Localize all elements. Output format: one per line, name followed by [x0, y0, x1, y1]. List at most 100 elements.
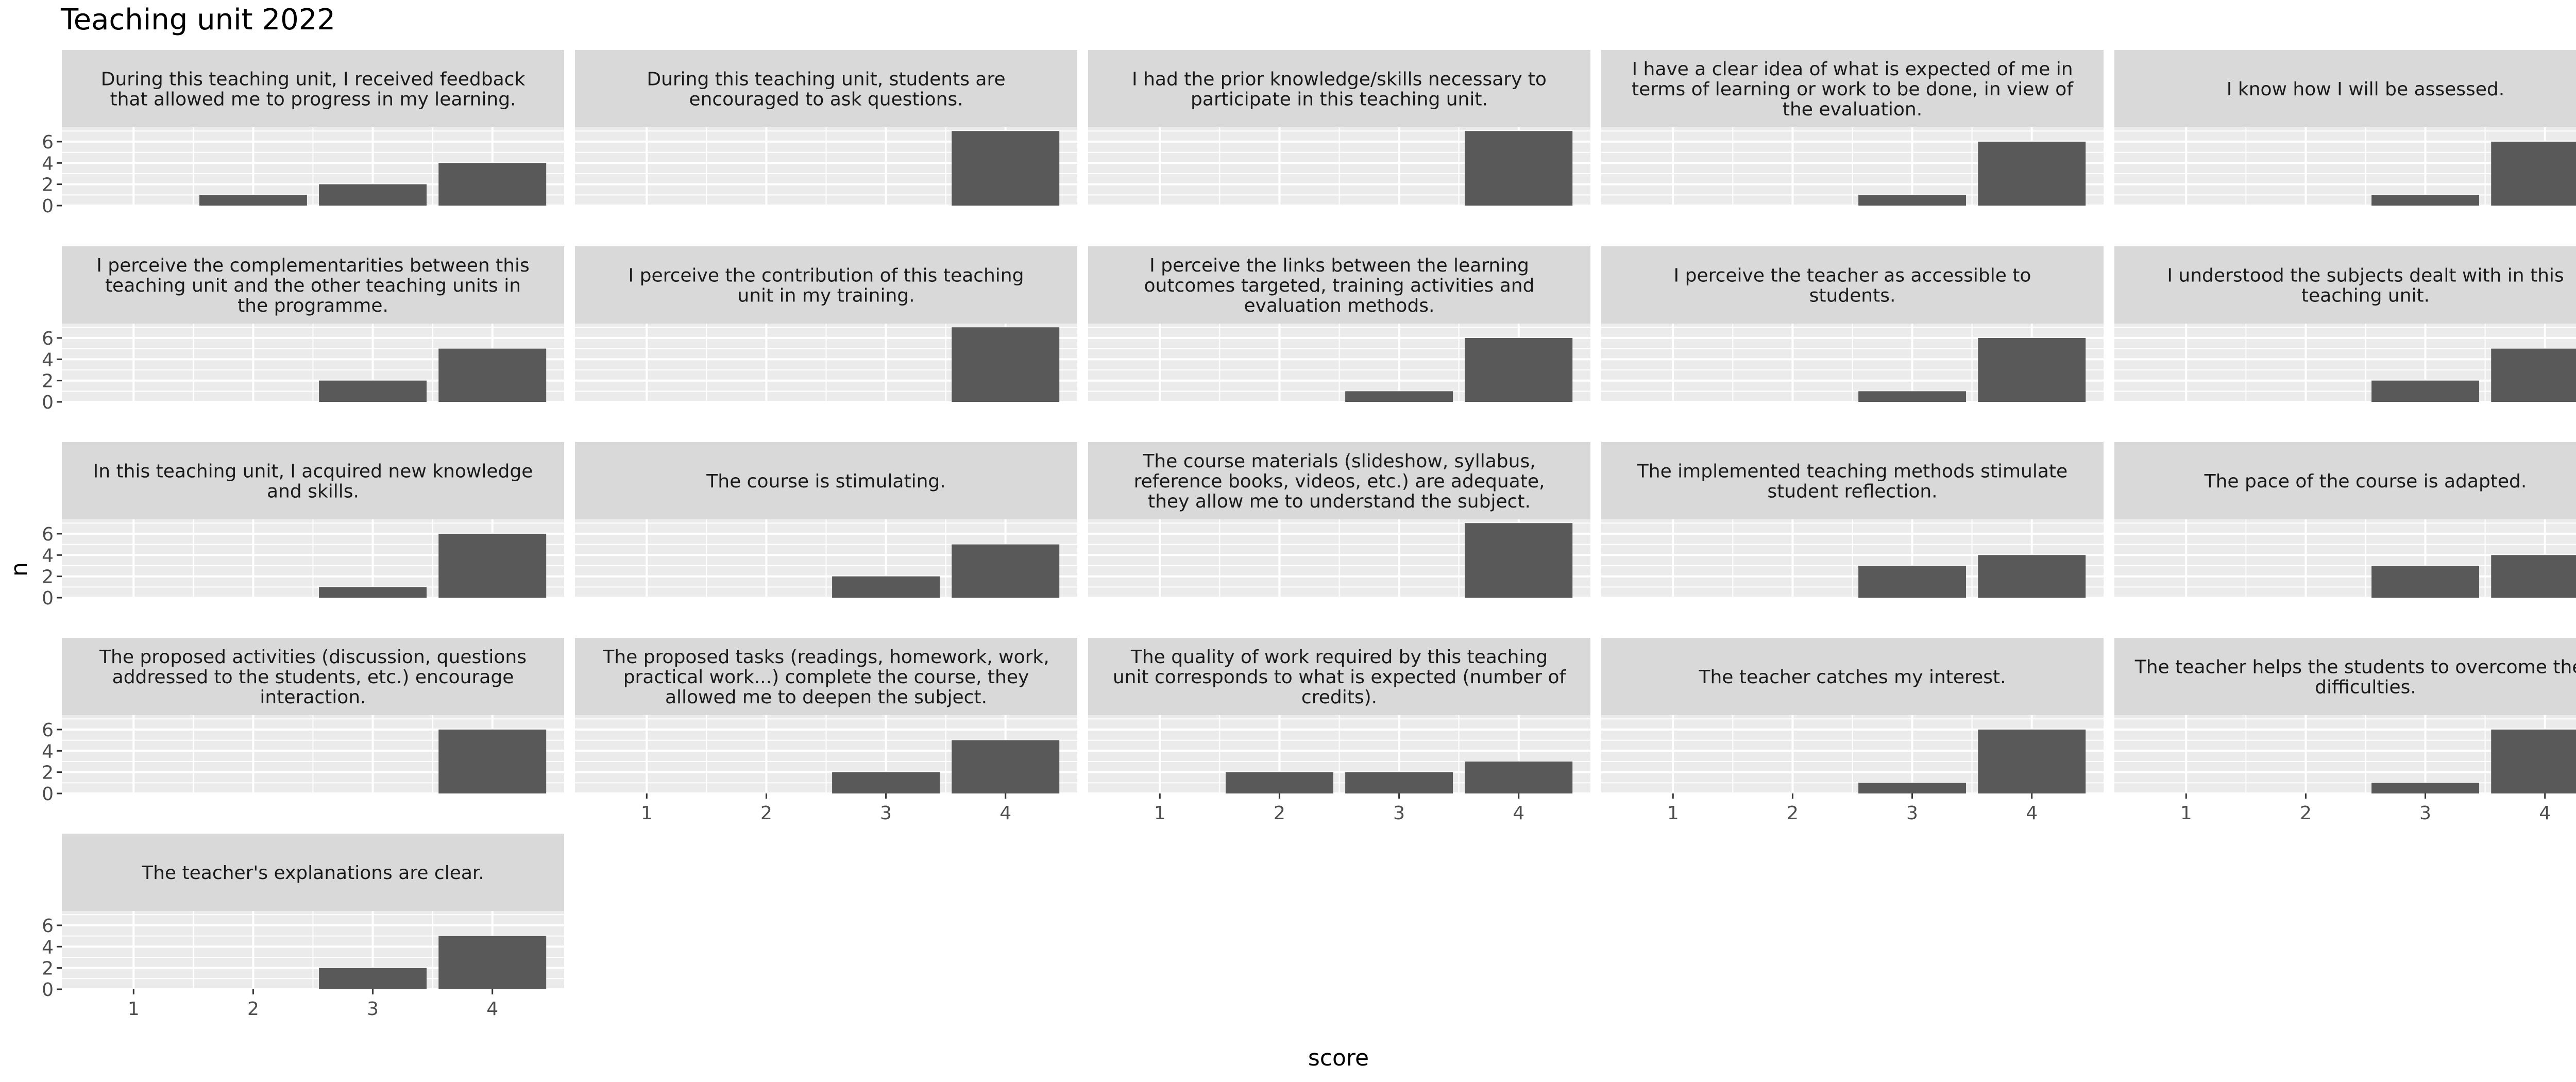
facet-strip — [62, 246, 564, 324]
x-tick-label: 1 — [2180, 803, 2192, 824]
x-tick-label: 3 — [367, 999, 379, 1020]
facet-panel: The course is stimulating. — [575, 442, 1077, 599]
facet-strip — [1601, 50, 2104, 127]
bar — [1345, 772, 1453, 793]
bar — [319, 968, 427, 989]
bar — [1858, 565, 1967, 598]
facet-strip — [575, 638, 1077, 715]
facet-panel: I understood the subjects dealt with in … — [2114, 246, 2576, 403]
facet-strip-title: The course is stimulating. — [706, 471, 945, 492]
x-tick-label: 4 — [1513, 803, 1524, 824]
facet-panel: During this teaching unit, I received fe… — [42, 50, 564, 217]
facet-strip — [62, 834, 564, 911]
facet-panel: The teacher catches my interest. 1 2 3 4 — [1601, 638, 2104, 824]
y-tick-label: 4 — [42, 349, 54, 370]
y-tick-label: 0 — [42, 784, 54, 805]
bar — [438, 348, 547, 402]
facet-strip — [62, 50, 564, 127]
y-tick-label: 4 — [42, 153, 54, 174]
facet-panel: The pace of the course is adapted. — [2114, 442, 2576, 599]
bar — [1225, 772, 1333, 793]
facet-strip — [1088, 50, 1590, 127]
facet-panel: The teacher's explanations are clear.024… — [42, 834, 564, 1020]
x-tick-label: 4 — [2026, 803, 2038, 824]
facet-strip-title: I have a clear idea of what is expected … — [1632, 59, 2074, 120]
y-tick-label: 2 — [42, 958, 54, 979]
x-tick-label: 2 — [1274, 803, 1285, 824]
bar — [2371, 783, 2480, 793]
y-tick-label: 0 — [42, 588, 54, 609]
bar — [1858, 195, 1967, 206]
x-tick-label: 3 — [1393, 803, 1405, 824]
facet-strip-title: The teacher helps the students to overco… — [2134, 657, 2576, 698]
bar — [2371, 380, 2480, 402]
facet-strip-title: The proposed activities (discussion, que… — [99, 647, 527, 708]
bar — [438, 729, 547, 793]
y-tick-label: 6 — [42, 720, 54, 741]
facet-panel: The quality of work required by this tea… — [1088, 638, 1590, 824]
facet-strip — [1088, 638, 1590, 715]
bar — [2491, 348, 2576, 402]
x-tick-label: 1 — [128, 999, 140, 1020]
bar — [1858, 391, 1967, 402]
facet-strip-title: The quality of work required by this tea… — [1113, 647, 1567, 708]
facet-strip — [1088, 442, 1590, 519]
y-tick-label: 2 — [42, 371, 54, 392]
bar — [2491, 141, 2576, 206]
x-tick-label: 1 — [641, 803, 653, 824]
facet-strip-title: I perceive the contribution of this teac… — [629, 265, 1024, 307]
facet-strip-title: The implemented teaching methods stimula… — [1637, 461, 2067, 502]
bar — [1345, 391, 1453, 402]
facet-strip-title: The course materials (slideshow, syllabu… — [1134, 451, 1545, 512]
facet-strip-title: During this teaching unit, I received fe… — [101, 69, 526, 110]
bar — [952, 740, 1060, 793]
facet-strip-title: I perceive the teacher as accessible to s… — [1674, 265, 2031, 307]
x-tick-label: 2 — [247, 999, 259, 1020]
y-tick-label: 6 — [42, 132, 54, 153]
bar — [2491, 555, 2576, 598]
facet-strip-title: The teacher catches my interest. — [1698, 667, 2006, 688]
facet-panel: The implemented teaching methods stimula… — [1601, 442, 2104, 599]
bar — [952, 544, 1060, 598]
y-tick-label: 6 — [42, 328, 54, 349]
bar — [438, 936, 547, 989]
x-tick-label: 4 — [486, 999, 498, 1020]
x-tick-label: 3 — [1906, 803, 1918, 824]
facet-panel: I perceive the contribution of this teac… — [575, 246, 1077, 403]
bar — [1978, 141, 2086, 206]
y-tick-label: 0 — [42, 979, 54, 1001]
x-tick-label: 2 — [2300, 803, 2312, 824]
bar — [438, 163, 547, 206]
y-tick-label: 4 — [42, 937, 54, 958]
bar — [1465, 523, 1573, 598]
facet-panel: The proposed activities (discussion, que… — [42, 638, 564, 805]
facet-strip — [2114, 442, 2576, 519]
facet-strip-title: I had the prior knowledge/skills necessa… — [1132, 69, 1547, 110]
y-tick-label: 6 — [42, 524, 54, 545]
x-tick-label: 4 — [2539, 803, 2551, 824]
facet-panel: I perceive the teacher as accessible to s… — [1601, 246, 2104, 403]
facet-strip — [1601, 442, 2104, 519]
x-tick-label: 3 — [880, 803, 892, 824]
bar — [319, 380, 427, 402]
facet-strip — [2114, 638, 2576, 715]
facet-panel: During this teaching unit, students are e… — [575, 50, 1077, 207]
y-axis-title: n — [6, 562, 32, 577]
bar — [438, 533, 547, 598]
facet-panel: The teacher helps the students to overco… — [2114, 638, 2576, 824]
y-tick-label: 2 — [42, 175, 54, 196]
facet-panel: I perceive the complementarities between… — [42, 246, 564, 413]
bar — [1978, 729, 2086, 793]
facet-strip-title: The proposed tasks (readings, homework, … — [602, 647, 1049, 708]
y-tick-label: 2 — [42, 567, 54, 588]
x-tick-label: 2 — [1787, 803, 1799, 824]
bar — [1858, 783, 1967, 793]
chart-title: Teaching unit 2022 — [61, 3, 335, 37]
facet-strip — [575, 442, 1077, 519]
facet-strip — [2114, 246, 2576, 324]
bar — [2491, 729, 2576, 793]
facet-strip — [1088, 246, 1590, 324]
bar — [1465, 761, 1573, 793]
